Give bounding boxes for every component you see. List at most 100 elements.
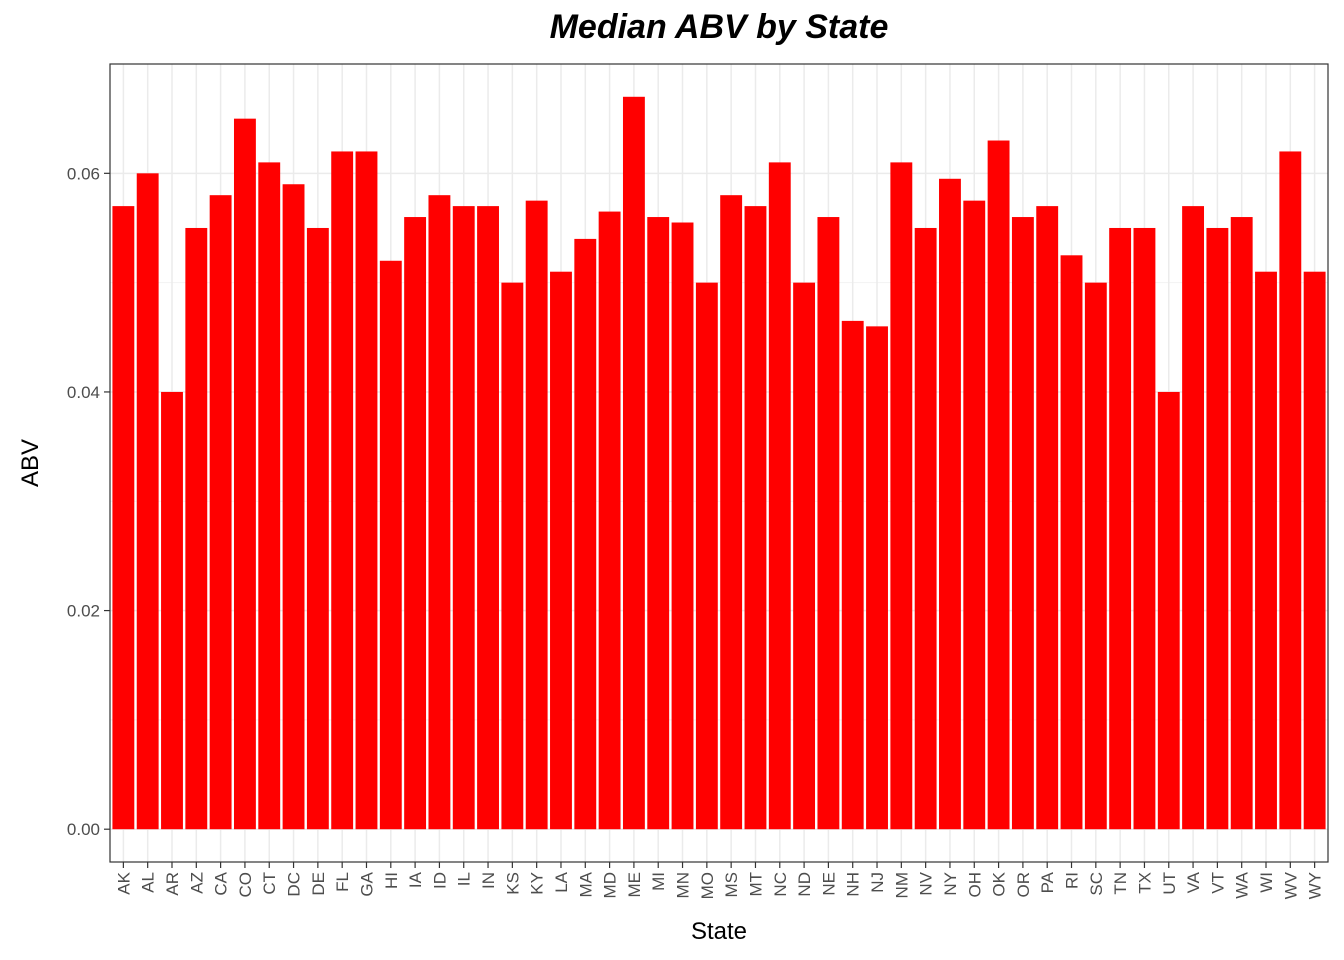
bar-MA (574, 238, 597, 830)
x-tick-label: NY (941, 872, 960, 896)
x-tick-label: KS (503, 872, 522, 895)
bar-MI (647, 217, 670, 830)
bar-GA (355, 151, 378, 830)
x-tick-label: IN (479, 872, 498, 889)
bar-OR (1011, 217, 1034, 830)
x-tick-label: SC (1087, 872, 1106, 896)
bar-AZ (185, 227, 208, 830)
bar-OH (963, 200, 986, 830)
y-tick-label: 0.00 (67, 820, 100, 839)
bar-TX (1133, 227, 1156, 830)
x-tick-label: AK (114, 871, 133, 894)
bar-MT (744, 206, 767, 830)
bar-NJ (866, 326, 888, 830)
x-tick-label: CA (212, 871, 231, 895)
bar-DE (306, 227, 329, 830)
x-tick-label: TN (1111, 872, 1130, 895)
y-axis-title: ABV (17, 439, 44, 487)
x-tick-label: OK (990, 871, 1009, 896)
bar-MD (598, 211, 621, 830)
bar-HI (379, 260, 402, 830)
bar-NC (768, 162, 791, 830)
bar-WY (1303, 271, 1326, 830)
x-tick-label: NV (917, 871, 936, 895)
x-tick-label: AL (139, 872, 158, 893)
x-axis-title: State (691, 918, 747, 945)
x-tick-label: WV (1281, 871, 1300, 899)
bar-NY (939, 178, 961, 830)
bar-RI (1060, 255, 1083, 830)
bar-LA (550, 271, 572, 830)
bar-WA (1230, 217, 1253, 830)
bar-DC (282, 184, 305, 830)
bar-IA (404, 217, 427, 830)
x-tick-label: KY (528, 872, 547, 895)
bar-NM (890, 162, 913, 830)
x-tick-label: MI (649, 872, 668, 891)
x-tick-label: IL (455, 872, 474, 886)
x-tick-label: IA (406, 871, 425, 888)
y-axis: 0.00 0.02 0.04 0.06 (67, 164, 110, 839)
x-tick-label: RI (1063, 872, 1082, 889)
bar-MS (720, 195, 743, 830)
x-tick-label: CO (236, 872, 255, 898)
x-tick-label: WY (1306, 872, 1325, 899)
x-tick-label: UT (1160, 872, 1179, 895)
x-tick-label: VA (1184, 871, 1203, 893)
x-tick-label: WI (1257, 872, 1276, 893)
bar-WV (1279, 151, 1302, 830)
bar-TN (1109, 227, 1132, 830)
bar-AL (136, 173, 159, 830)
bar-NE (817, 217, 840, 830)
bar-NV (914, 227, 937, 830)
bar-CO (233, 118, 256, 830)
bar-IL (452, 206, 475, 830)
x-tick-label: MT (746, 872, 765, 897)
bar-VT (1206, 227, 1229, 830)
x-tick-label: ME (625, 872, 644, 898)
x-tick-label: AR (163, 872, 182, 896)
x-tick-label: NE (819, 872, 838, 896)
x-tick-label: ID (430, 872, 449, 889)
x-tick-label: AZ (187, 872, 206, 894)
bar-OK (987, 140, 1010, 830)
chart-title: Median ABV by State (549, 8, 889, 46)
x-tick-label: MD (601, 872, 620, 898)
x-tick-label: HI (382, 872, 401, 889)
x-tick-label: MN (674, 872, 693, 898)
x-tick-label: MS (722, 872, 741, 898)
bar-UT (1157, 391, 1180, 830)
x-tick-label: MA (576, 871, 595, 897)
bar-VA (1182, 206, 1205, 830)
x-tick-label: NJ (868, 872, 887, 893)
x-tick-label: WA (1233, 871, 1252, 898)
bar-IN (477, 206, 499, 830)
bar-ND (793, 282, 816, 830)
x-tick-label: OR (1014, 872, 1033, 898)
bar-KS (501, 282, 524, 830)
panel-border (109, 63, 1329, 863)
bar-ME (622, 96, 645, 830)
x-tick-label: OH (965, 872, 984, 898)
bar-SC (1084, 282, 1107, 830)
bar-ID (428, 195, 451, 830)
x-axis: AK AL AR AZ CA CO CT DC DE FL GA HI IA ID IL IN KS KY LA MA… (114, 862, 1325, 899)
bars (112, 96, 1326, 830)
x-tick-label: NM (892, 872, 911, 898)
bar-WI (1255, 271, 1277, 830)
bar-MO (695, 282, 718, 830)
x-tick-label: ND (795, 872, 814, 897)
x-tick-label: LA (552, 871, 571, 892)
bar-MN (671, 222, 694, 830)
x-tick-label: PA (1038, 871, 1057, 893)
x-tick-label: NH (844, 872, 863, 897)
x-tick-label: CT (260, 872, 279, 895)
x-tick-label: FL (333, 872, 352, 892)
bar-KY (525, 200, 548, 830)
x-tick-label: VT (1208, 872, 1227, 894)
x-tick-label: GA (357, 871, 376, 896)
y-tick-label: 0.06 (67, 164, 100, 183)
bar-NH (841, 320, 864, 830)
y-tick-label: 0.04 (67, 383, 100, 402)
